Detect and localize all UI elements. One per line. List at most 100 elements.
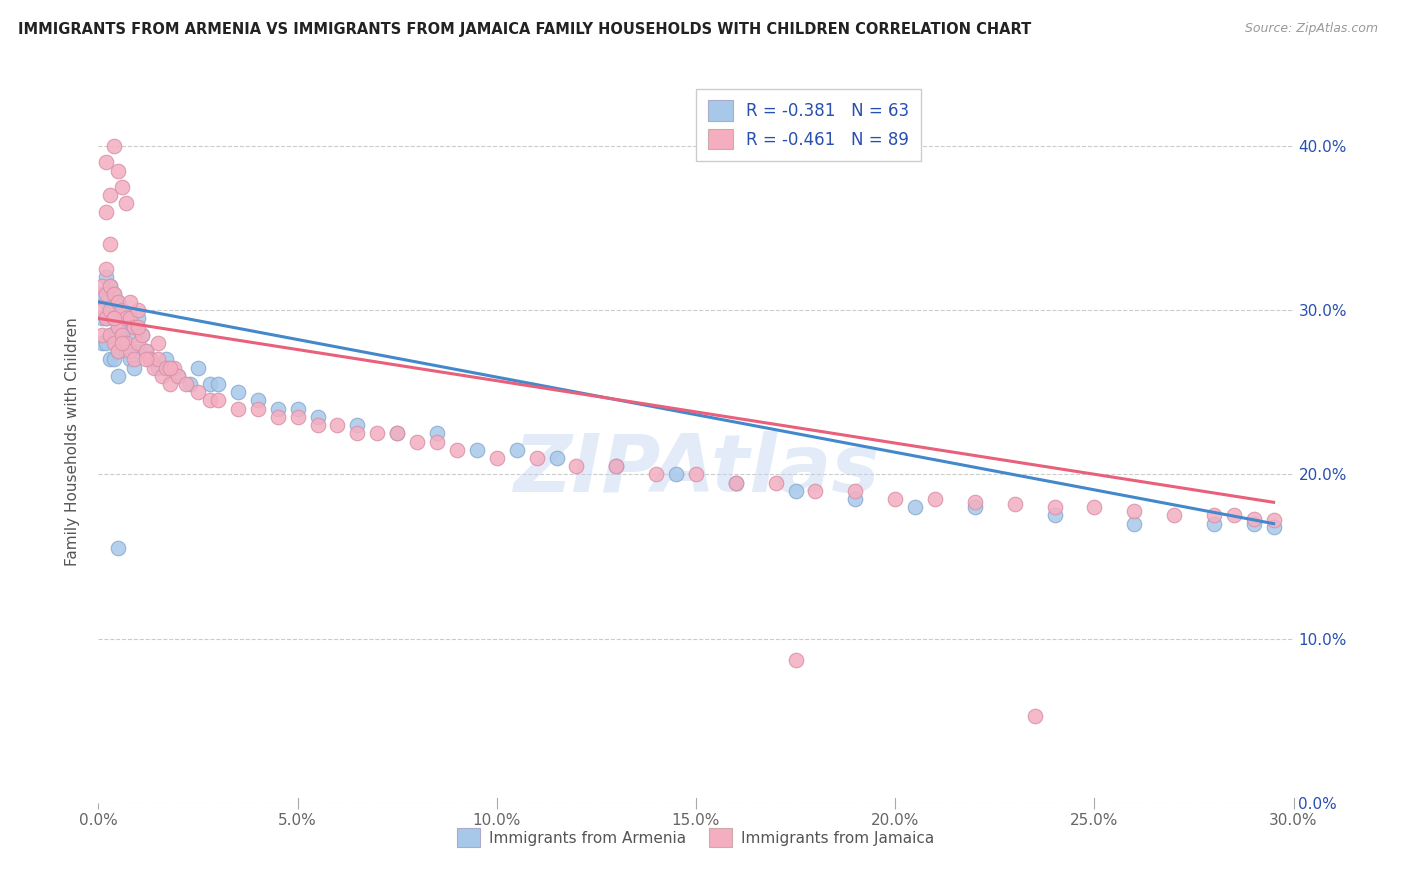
Point xyxy=(98,278,122,293)
Point xyxy=(107,344,129,359)
Point xyxy=(103,286,125,301)
Point xyxy=(124,352,146,367)
Point xyxy=(96,295,118,310)
Point xyxy=(765,475,787,490)
Point xyxy=(963,495,986,509)
Point xyxy=(124,319,146,334)
Point xyxy=(198,377,221,392)
Point xyxy=(207,393,229,408)
Point xyxy=(446,442,468,457)
Point xyxy=(103,352,125,367)
Point xyxy=(91,336,114,351)
Point xyxy=(1223,508,1246,523)
Point xyxy=(120,352,142,367)
Point xyxy=(103,286,125,301)
Point xyxy=(1202,508,1225,523)
Legend: Immigrants from Armenia, Immigrants from Jamaica: Immigrants from Armenia, Immigrants from… xyxy=(451,822,941,853)
Point xyxy=(120,319,142,334)
Point xyxy=(167,368,190,383)
Point xyxy=(148,336,170,351)
Point xyxy=(287,409,309,424)
Text: IMMIGRANTS FROM ARMENIA VS IMMIGRANTS FROM JAMAICA FAMILY HOUSEHOLDS WITH CHILDR: IMMIGRANTS FROM ARMENIA VS IMMIGRANTS FR… xyxy=(18,22,1032,37)
Point xyxy=(96,270,118,285)
Point xyxy=(406,434,429,449)
Point xyxy=(605,459,627,474)
Point xyxy=(506,442,529,457)
Point xyxy=(107,163,129,178)
Point xyxy=(426,426,449,441)
Point xyxy=(107,319,129,334)
Point xyxy=(785,483,807,498)
Point xyxy=(107,344,129,359)
Point xyxy=(103,311,125,326)
Point xyxy=(96,311,118,326)
Point xyxy=(98,352,122,367)
Point xyxy=(465,442,488,457)
Point xyxy=(96,286,118,301)
Point xyxy=(346,426,368,441)
Point xyxy=(207,377,229,392)
Point xyxy=(174,377,197,392)
Point xyxy=(131,327,153,342)
Point xyxy=(1243,512,1265,526)
Point xyxy=(287,401,309,416)
Point xyxy=(120,344,142,359)
Point xyxy=(246,393,269,408)
Point xyxy=(187,385,209,400)
Point xyxy=(724,475,747,490)
Point xyxy=(226,401,249,416)
Point xyxy=(96,204,118,219)
Point xyxy=(98,278,122,293)
Point xyxy=(96,311,118,326)
Point xyxy=(139,352,162,367)
Point xyxy=(485,450,508,465)
Point xyxy=(1123,503,1146,517)
Point xyxy=(111,303,134,318)
Point xyxy=(131,327,153,342)
Point xyxy=(98,237,122,252)
Point xyxy=(1024,708,1046,723)
Point xyxy=(1123,516,1146,531)
Point xyxy=(1243,516,1265,531)
Point xyxy=(98,188,122,202)
Point xyxy=(198,393,221,408)
Point xyxy=(127,336,149,351)
Point xyxy=(96,155,118,169)
Point xyxy=(135,344,157,359)
Point xyxy=(226,385,249,400)
Point xyxy=(124,327,146,342)
Point xyxy=(115,311,138,326)
Point xyxy=(148,360,170,375)
Point xyxy=(546,450,568,465)
Point xyxy=(127,319,149,334)
Text: Source: ZipAtlas.com: Source: ZipAtlas.com xyxy=(1244,22,1378,36)
Point xyxy=(124,360,146,375)
Point xyxy=(804,483,827,498)
Point xyxy=(385,426,409,441)
Point xyxy=(785,653,807,667)
Point xyxy=(98,303,122,318)
Point xyxy=(167,368,190,383)
Point xyxy=(904,500,927,515)
Point xyxy=(267,409,290,424)
Point xyxy=(98,327,122,342)
Point xyxy=(91,286,114,301)
Point xyxy=(115,311,138,326)
Point xyxy=(135,352,157,367)
Point xyxy=(526,450,548,465)
Point xyxy=(159,377,181,392)
Point xyxy=(111,303,134,318)
Point xyxy=(326,418,349,433)
Point xyxy=(127,344,149,359)
Point xyxy=(1043,500,1066,515)
Point xyxy=(107,319,129,334)
Point xyxy=(111,327,134,342)
Point xyxy=(1043,508,1066,523)
Point xyxy=(179,377,201,392)
Point xyxy=(139,352,162,367)
Point xyxy=(246,401,269,416)
Point xyxy=(103,311,125,326)
Point xyxy=(91,311,114,326)
Point xyxy=(724,475,747,490)
Point xyxy=(844,491,866,506)
